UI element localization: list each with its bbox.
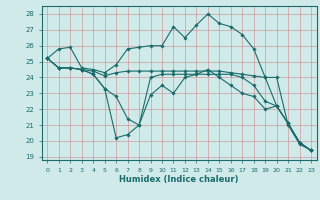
X-axis label: Humidex (Indice chaleur): Humidex (Indice chaleur) bbox=[119, 175, 239, 184]
